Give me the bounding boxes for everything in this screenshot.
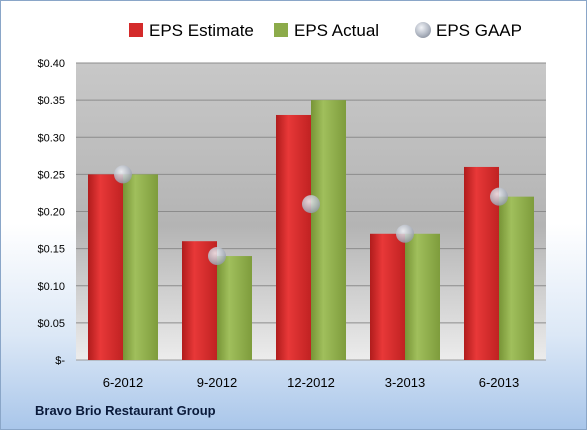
x-tick-label: 12-2012: [287, 375, 335, 390]
bar-eps-actual: [311, 100, 346, 360]
y-tick-label: $0.20: [37, 207, 65, 219]
legend-swatch: [274, 23, 288, 37]
y-tick-label: $0.05: [37, 318, 65, 330]
legend-label: EPS GAAP: [436, 21, 522, 40]
bar-eps-estimate: [88, 174, 123, 360]
bar-eps-actual: [217, 256, 252, 360]
legend-swatch: [129, 23, 143, 37]
x-tick-label: 6-2012: [103, 375, 143, 390]
legend-label: EPS Actual: [294, 21, 379, 40]
bar-eps-actual: [499, 196, 534, 360]
y-tick-label: $0.10: [37, 281, 65, 293]
x-tick-label: 9-2012: [197, 375, 237, 390]
legend-label: EPS Estimate: [149, 21, 254, 40]
y-tick-label: $0.35: [37, 95, 65, 107]
marker-eps-gaap: [114, 165, 132, 184]
marker-eps-gaap: [208, 247, 226, 266]
marker-eps-gaap: [302, 195, 320, 214]
y-tick-label: $-: [55, 355, 65, 367]
y-tick-label: $0.15: [37, 244, 65, 256]
bars: [88, 100, 534, 360]
legend-swatch-eps-gaap: [415, 22, 431, 38]
marker-eps-gaap: [396, 224, 414, 243]
bar-eps-actual: [123, 174, 158, 360]
marker-eps-gaap: [490, 187, 508, 206]
bar-eps-estimate: [370, 233, 405, 360]
x-tick-label: 3-2013: [385, 375, 425, 390]
bar-eps-actual: [405, 233, 440, 360]
y-axis-ticks: $- $0.05 $0.10 $0.15 $0.20 $0.25 $0.30 $0.35 $0.…: [37, 58, 65, 367]
bar-eps-estimate: [276, 114, 311, 360]
y-tick-label: $0.25: [37, 169, 65, 181]
company-name: Bravo Brio Restaurant Group: [35, 403, 216, 418]
x-axis-ticks: 6-2012 9-2012 12-2012 3-2013 6-2013: [103, 375, 519, 390]
y-tick-label: $0.30: [37, 132, 65, 144]
legend: EPS Estimate EPS Actual EPS GAAP: [129, 21, 522, 40]
x-tick-label: 6-2013: [479, 375, 519, 390]
y-tick-label: $0.40: [37, 58, 65, 70]
